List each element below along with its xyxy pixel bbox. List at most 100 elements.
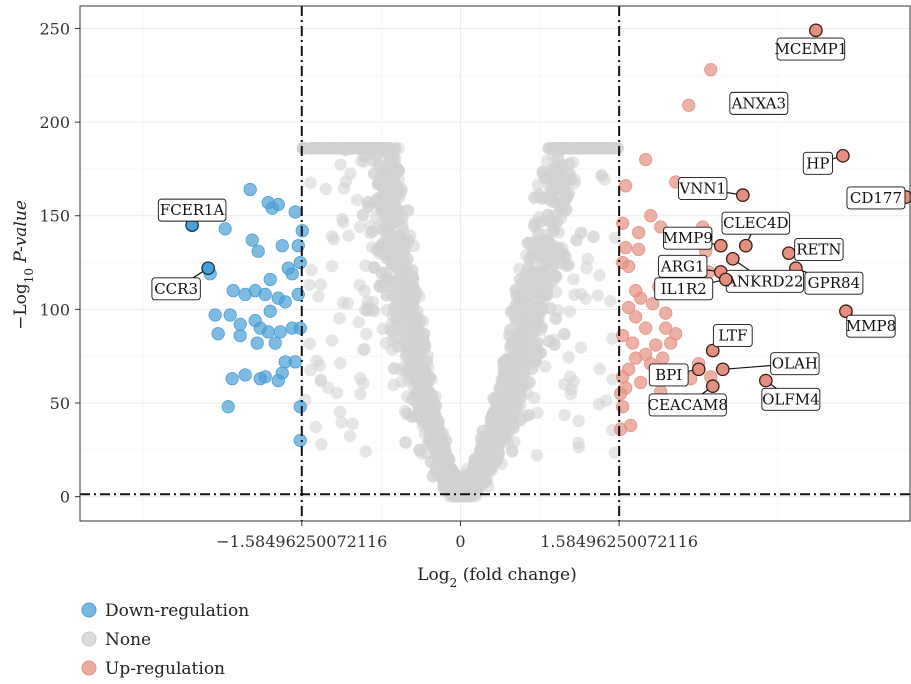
none-points (296, 142, 625, 503)
point-down (278, 295, 292, 309)
label-text: MCEMP1 (774, 40, 847, 58)
gene-label-retn: RETN (782, 238, 844, 261)
point-none (558, 251, 571, 264)
point-down (208, 308, 222, 322)
point-none (303, 337, 317, 350)
label-box (761, 387, 821, 411)
label-box (157, 198, 227, 222)
label-text: RETN (796, 240, 841, 258)
label-text: MMP9 (663, 229, 713, 247)
point-none (543, 302, 557, 315)
label-text: OLFM4 (762, 390, 820, 408)
point-up (664, 336, 678, 350)
point-none (333, 405, 347, 418)
y-tick-label: 250 (39, 19, 70, 38)
point-none (564, 370, 577, 383)
point-down (245, 233, 259, 247)
gene-label-clec4d: CLEC4D (721, 211, 791, 253)
point-none (606, 332, 619, 345)
point-none (418, 391, 432, 405)
point-none (417, 380, 430, 394)
point-none (535, 320, 548, 334)
point-none (498, 417, 512, 430)
point-none (395, 375, 408, 388)
gene-label-anxa3: ANXA3 (729, 91, 789, 115)
point-none (416, 336, 429, 350)
point-none (360, 327, 373, 341)
gene-label-ceacam8: CEACAM8 (647, 379, 728, 417)
point-down (273, 325, 287, 339)
point-none (348, 142, 361, 155)
point-none (579, 292, 592, 305)
point-none (510, 313, 523, 326)
label-text: OLAH (772, 355, 818, 373)
label-text: ANXA3 (731, 94, 786, 112)
label-box (151, 277, 201, 301)
x-tick-label: −1.58496250072116 (216, 532, 387, 551)
point-up (614, 387, 628, 401)
point-up (659, 306, 673, 320)
point-none (389, 306, 403, 320)
point-none (334, 356, 347, 370)
point-none (476, 477, 489, 490)
point-down (243, 182, 257, 197)
point-none (581, 252, 595, 266)
point-none (325, 334, 339, 347)
label-text: CD177 (850, 189, 902, 207)
point-up-labeled (782, 246, 796, 261)
point-up-labeled (725, 251, 740, 266)
point-down (275, 239, 289, 253)
gene-label-mmp9: MMP9 (663, 226, 728, 253)
point-down (233, 328, 247, 343)
point-up (629, 351, 643, 365)
point-none (487, 392, 500, 405)
point-none (387, 150, 400, 163)
label-text: ARG1 (660, 257, 705, 275)
gene-label-vnn1: VNN1 (678, 177, 750, 202)
point-none (559, 142, 573, 155)
point-none (342, 229, 355, 242)
label-box (712, 324, 753, 348)
point-down (223, 308, 237, 322)
point-up (646, 297, 660, 311)
point-down-labeled (201, 261, 216, 276)
axes: 0 50 100 150 200 250 −1.58496250072116 0 1.58496… (39, 19, 698, 551)
point-none (305, 263, 318, 277)
point-up-labeled (809, 23, 823, 38)
legend: Down-regulation None Up-regulation (81, 601, 249, 679)
point-none (304, 364, 317, 377)
point-down (293, 255, 307, 270)
point-none (310, 354, 323, 368)
x-tick-label: 0 (455, 532, 465, 551)
label-box (729, 91, 789, 115)
point-up (656, 351, 670, 365)
point-none (379, 336, 393, 350)
point-none (383, 214, 396, 227)
point-none (354, 387, 367, 401)
point-up-labeled (738, 238, 753, 253)
point-up (644, 209, 658, 223)
label-box (654, 277, 714, 301)
point-none (523, 303, 536, 317)
point-none (376, 322, 389, 336)
point-none (547, 274, 560, 288)
legend-key-up (81, 660, 97, 676)
point-up (632, 242, 646, 257)
label-text: LTF (718, 327, 747, 345)
point-none (523, 376, 536, 389)
point-none (564, 388, 577, 401)
point-none (392, 263, 405, 276)
point-down (278, 355, 292, 369)
point-down (233, 317, 247, 331)
point-none (480, 447, 493, 460)
point-none (367, 167, 381, 181)
point-none (530, 449, 544, 462)
label-box (663, 226, 713, 250)
label-text: MMP8 (846, 317, 896, 335)
point-none (374, 178, 388, 191)
point-none (547, 333, 561, 346)
point-down (225, 372, 239, 386)
gene-label-olfm4: OLFM4 (758, 373, 821, 411)
point-none (531, 348, 544, 361)
